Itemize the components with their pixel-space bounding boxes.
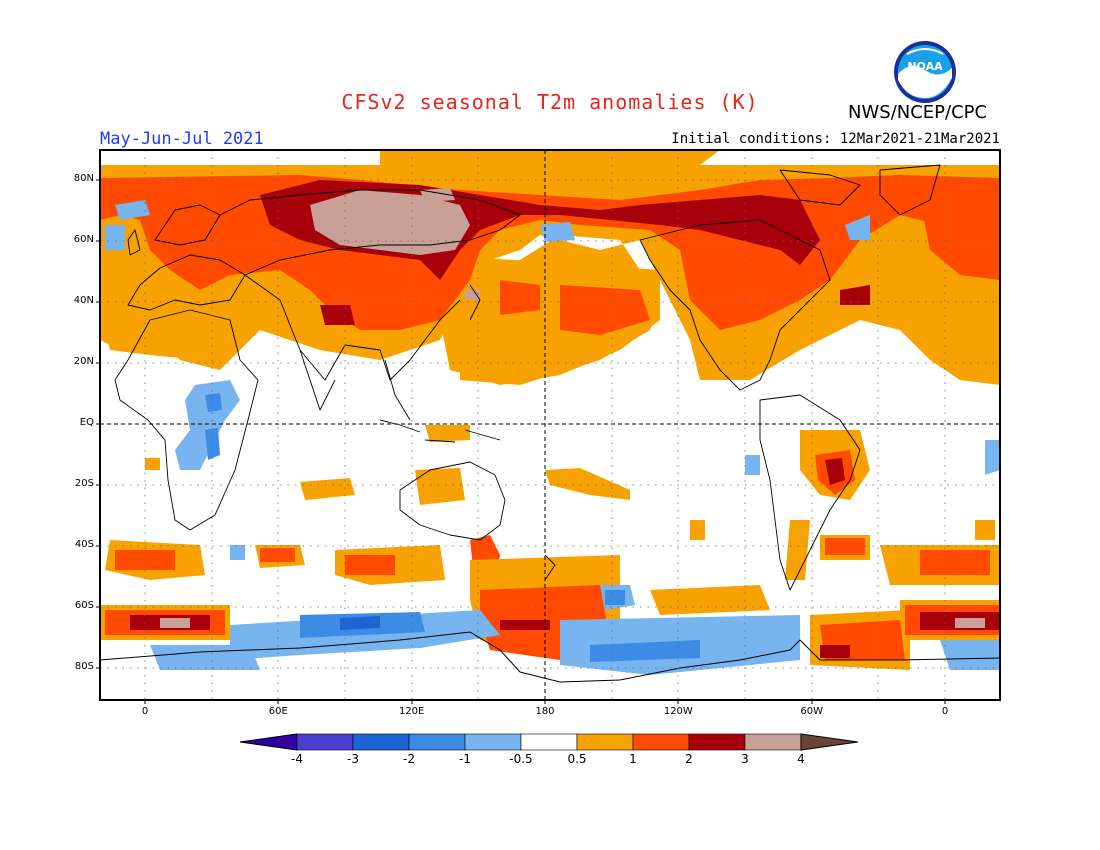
initial-conditions-label: Initial conditions: 12Mar2021-21Mar2021 bbox=[671, 131, 1000, 147]
colorbar-arrow-low bbox=[239, 733, 298, 751]
colorbar-swatch bbox=[464, 733, 522, 751]
colorbar-swatch bbox=[296, 733, 354, 751]
very-warm-tropics bbox=[825, 458, 845, 485]
lat-label: 60N bbox=[73, 234, 94, 245]
colorbar-label: -4 bbox=[291, 752, 303, 766]
colorbar-swatch bbox=[520, 733, 578, 751]
lon-label: 0 bbox=[941, 706, 949, 717]
map-frame bbox=[99, 149, 1001, 701]
colorbar-label: -3 bbox=[347, 752, 359, 766]
lon-label: 60W bbox=[800, 706, 823, 717]
colorbar-label: 2 bbox=[685, 752, 693, 766]
lon-label: 120E bbox=[398, 706, 425, 717]
lon-label: 180 bbox=[535, 706, 555, 717]
colorbar-label: 3 bbox=[741, 752, 749, 766]
colorbar-label: -1 bbox=[459, 752, 471, 766]
map-title: CFSv2 seasonal T2m anomalies (K) bbox=[341, 90, 759, 114]
cool-anomaly-africa-dark bbox=[205, 393, 222, 460]
colorbar-arrow-high bbox=[800, 733, 859, 751]
lat-label: 60S bbox=[74, 600, 94, 611]
antarctica-coastline bbox=[100, 631, 1000, 683]
cool-anomaly-africa bbox=[175, 380, 1000, 475]
colorbar-swatch bbox=[744, 733, 802, 751]
lat-label: 20S bbox=[74, 478, 94, 489]
lat-lon-grid bbox=[100, 150, 1000, 700]
season-label: May-Jun-Jul 2021 bbox=[100, 129, 264, 149]
lat-label: 80N bbox=[73, 173, 94, 184]
colorbar-swatch bbox=[408, 733, 466, 751]
lon-label: 0 bbox=[141, 706, 149, 717]
lon-label: 120W bbox=[663, 706, 693, 717]
lat-label: 40S bbox=[74, 539, 94, 550]
lat-label: EQ bbox=[79, 417, 94, 428]
colorbar-label: 0.5 bbox=[567, 752, 587, 766]
cool-anomaly-north bbox=[105, 200, 870, 250]
lat-label: 40N bbox=[73, 295, 94, 306]
noaa-logo: NOAA bbox=[894, 41, 956, 103]
lat-label: 80S bbox=[74, 661, 94, 672]
agency-label: NWS/NCEP/CPC bbox=[848, 102, 988, 123]
colorbar bbox=[239, 733, 859, 751]
colorbar-swatch bbox=[632, 733, 690, 751]
axis-ticks bbox=[96, 179, 946, 704]
coastlines bbox=[114, 164, 941, 591]
cold-anomaly-south bbox=[340, 616, 380, 630]
colorbar-swatch bbox=[576, 733, 634, 751]
colorbar-label: -0.5 bbox=[509, 752, 533, 766]
colorbar-label: 1 bbox=[629, 752, 637, 766]
lat-label: 20N bbox=[73, 356, 94, 367]
svg-text:NOAA: NOAA bbox=[907, 60, 943, 73]
colorbar-label: -2 bbox=[403, 752, 415, 766]
colorbar-swatch bbox=[352, 733, 410, 751]
lon-label: 60E bbox=[268, 706, 288, 717]
colorbar-swatch bbox=[688, 733, 746, 751]
extreme-warm-south bbox=[160, 618, 985, 628]
colorbar-label: 4 bbox=[797, 752, 805, 766]
